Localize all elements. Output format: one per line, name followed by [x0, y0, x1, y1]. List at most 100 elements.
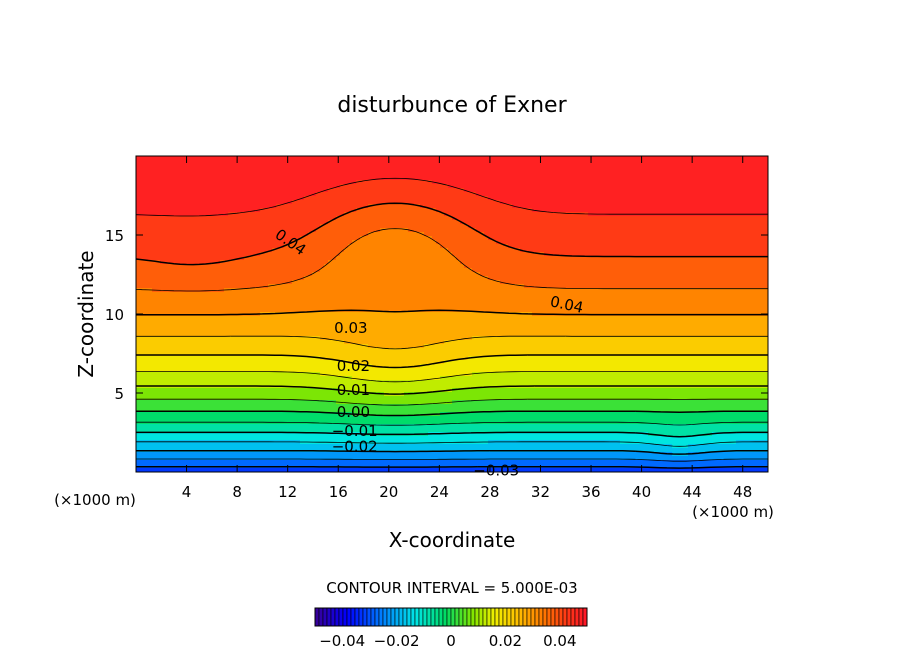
- contour-line: [135, 228, 768, 292]
- colorbar-tick-label: 0.02: [489, 632, 522, 650]
- contour-line: [136, 371, 768, 383]
- colorbar-segment: [322, 607, 328, 627]
- x-unit-label-right: (×1000 m): [692, 503, 774, 521]
- chart-title: disturbunce of Exner: [337, 93, 567, 118]
- colorbar-segment: [426, 607, 432, 627]
- contour-label: 0.00: [337, 403, 370, 421]
- colorbar-segment: [338, 607, 344, 627]
- x-tick-label: 48: [733, 483, 752, 501]
- colorbar-segment: [434, 607, 440, 627]
- contour-line: [136, 449, 768, 455]
- x-unit-label-left: (×1000 m): [54, 491, 136, 509]
- colorbar-segment: [366, 607, 372, 627]
- contour-line: [136, 410, 768, 417]
- colorbar-segment: [566, 607, 572, 627]
- colorbar-segment: [514, 607, 520, 627]
- x-tick-label: 32: [531, 483, 550, 501]
- colorbar-segment: [498, 607, 504, 627]
- colorbar-segment: [326, 607, 332, 627]
- colorbar-segment: [518, 607, 524, 627]
- colorbar-segment: [506, 607, 512, 627]
- contour-line: [136, 458, 768, 462]
- colorbar-segment: [330, 607, 336, 627]
- colorbar-segment: [406, 607, 412, 627]
- colorbar-segment: [362, 607, 368, 627]
- colorbar-segment: [418, 607, 424, 627]
- colorbar-segment: [318, 607, 324, 627]
- colorbar-segment: [450, 607, 456, 627]
- contour-line: [135, 177, 768, 217]
- colorbar-segment: [534, 607, 540, 627]
- x-tick-label: 8: [232, 483, 242, 501]
- colorbar-segment: [574, 607, 580, 627]
- colorbar-tick-label: 0: [446, 632, 456, 650]
- contour-label: 0.01: [337, 381, 370, 399]
- contour-line: [136, 354, 768, 369]
- colorbar-segment: [350, 607, 356, 627]
- colorbar-segment: [550, 607, 556, 627]
- colorbar-segment: [346, 607, 352, 627]
- colorbar-tick-label: −0.02: [374, 632, 420, 650]
- colorbar-tick-label: −0.04: [319, 632, 365, 650]
- colorbar-tick-label: 0.04: [543, 632, 576, 650]
- colorbar-segment: [474, 607, 480, 627]
- colorbar-segment: [394, 607, 400, 627]
- contour-line: [136, 421, 768, 426]
- colorbar-segment: [390, 607, 396, 627]
- contour-line: [136, 441, 768, 447]
- colorbar-segment: [470, 607, 476, 627]
- colorbar-segment: [446, 607, 452, 627]
- contour-lines: [135, 177, 768, 469]
- colorbar-segment: [526, 607, 532, 627]
- x-tick-label: 36: [581, 483, 600, 501]
- colorbar-segment: [466, 607, 472, 627]
- colorbar-segment: [502, 607, 508, 627]
- colorbar-segment: [522, 607, 528, 627]
- contour-line: [136, 385, 768, 395]
- colorbar-segment: [510, 607, 516, 627]
- colorbar-segment: [358, 607, 364, 627]
- colorbar-segment: [542, 607, 548, 627]
- colorbar-segment: [578, 607, 584, 627]
- colorbar-segment: [422, 607, 428, 627]
- contour-line: [136, 335, 768, 350]
- colorbar-segment: [478, 607, 484, 627]
- colorbar-segment: [374, 607, 380, 627]
- contour-label: 0.02: [337, 357, 370, 375]
- colorbar-segment: [458, 607, 464, 627]
- colorbar-segment: [386, 607, 392, 627]
- y-tick-label: 5: [114, 385, 124, 403]
- colorbar-segment: [430, 607, 436, 627]
- colorbar-segment: [462, 607, 468, 627]
- contour-label: −0.01: [332, 422, 378, 440]
- colorbar-segment: [546, 607, 552, 627]
- colorbar-segment: [314, 607, 320, 627]
- y-axis: 5 10 15: [105, 227, 768, 403]
- x-tick-label: 4: [182, 483, 192, 501]
- colorbar-segment: [402, 607, 408, 627]
- colorbar-segment: [354, 607, 360, 627]
- colorbar-segment: [558, 607, 564, 627]
- x-tick-label: 28: [480, 483, 499, 501]
- x-tick-label: 24: [430, 483, 449, 501]
- colorbar-segment: [334, 607, 340, 627]
- contour-fill: [136, 156, 769, 473]
- contour-label: −0.03: [473, 461, 519, 479]
- contour-line: [136, 309, 768, 316]
- contour-line: [136, 431, 768, 438]
- contour-interval-note: CONTOUR INTERVAL = 5.000E-03: [326, 579, 577, 597]
- x-tick-label: 20: [379, 483, 398, 501]
- colorbar-segment: [410, 607, 416, 627]
- colorbar-segment: [398, 607, 404, 627]
- y-tick-label: 15: [105, 227, 124, 245]
- colorbar-segment: [454, 607, 460, 627]
- contour-line: [136, 398, 768, 406]
- colorbar-segment: [538, 607, 544, 627]
- contour-label: 0.03: [334, 319, 367, 337]
- colorbar-segment: [494, 607, 500, 627]
- x-axis-label: X-coordinate: [389, 528, 516, 552]
- colorbar-frame: [314, 607, 588, 627]
- colorbar-segment: [342, 607, 348, 627]
- x-axis: 4 8 12 16 20 24 28 32 36 40 44 48: [182, 156, 752, 501]
